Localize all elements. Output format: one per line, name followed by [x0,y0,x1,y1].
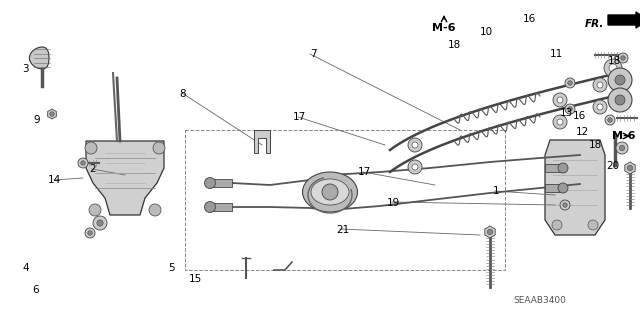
Circle shape [149,204,161,216]
Circle shape [88,231,92,235]
Bar [210,203,232,211]
Circle shape [608,68,632,92]
Polygon shape [254,130,270,153]
Circle shape [620,145,625,151]
Circle shape [553,93,567,107]
Circle shape [609,64,617,72]
Circle shape [89,204,101,216]
Text: 11: 11 [550,49,563,59]
Polygon shape [625,162,635,174]
Text: 9: 9 [33,115,40,125]
Circle shape [565,78,575,88]
Circle shape [605,115,615,125]
Text: 1: 1 [493,186,499,197]
Polygon shape [29,47,49,69]
Circle shape [205,202,216,212]
Text: 5: 5 [168,263,175,273]
Circle shape [153,142,165,154]
Circle shape [487,229,493,235]
Circle shape [552,220,562,230]
Circle shape [81,161,85,165]
Text: 4: 4 [22,263,29,273]
FancyArrow shape [608,12,640,28]
Circle shape [604,59,622,77]
Text: 17: 17 [293,112,306,122]
Circle shape [557,97,563,103]
Circle shape [618,53,628,63]
Polygon shape [545,140,605,235]
Circle shape [588,220,598,230]
Text: 14: 14 [48,175,61,185]
Text: 10: 10 [480,27,493,37]
Bar [185,130,505,270]
Text: 18: 18 [589,140,602,150]
Circle shape [615,75,625,85]
Circle shape [616,142,628,154]
Bar [545,184,563,192]
Text: FR.: FR. [584,19,604,29]
Polygon shape [47,109,56,119]
Circle shape [558,183,568,193]
Circle shape [621,56,625,60]
Bar [545,164,563,172]
Circle shape [408,160,422,174]
Text: 16: 16 [524,14,536,24]
Circle shape [597,104,603,110]
Text: M-6: M-6 [432,23,456,33]
Text: 19: 19 [387,197,400,208]
Text: 12: 12 [576,127,589,137]
Text: 6: 6 [32,285,38,295]
Circle shape [97,220,103,226]
Circle shape [568,81,572,85]
Circle shape [627,165,633,171]
Polygon shape [86,141,164,215]
Circle shape [565,104,575,114]
Polygon shape [485,226,495,238]
Circle shape [412,164,418,170]
Bar [210,179,232,187]
Circle shape [322,184,338,200]
Circle shape [593,78,607,92]
Circle shape [568,107,572,111]
Ellipse shape [311,179,349,205]
Text: 16: 16 [573,111,586,122]
Circle shape [593,100,607,114]
Text: 8: 8 [179,89,186,99]
Circle shape [85,228,95,238]
Text: 21: 21 [336,225,349,235]
Text: 2: 2 [90,164,96,174]
Circle shape [408,138,422,152]
Circle shape [560,200,570,210]
Circle shape [93,216,107,230]
Text: 3: 3 [22,63,29,74]
Circle shape [597,82,603,88]
Text: 15: 15 [189,274,202,284]
Circle shape [608,88,632,112]
Text: M-6: M-6 [612,131,636,141]
Circle shape [557,119,563,125]
Circle shape [78,158,88,168]
Circle shape [608,118,612,122]
Text: 7: 7 [310,49,317,59]
Text: 17: 17 [358,167,371,177]
Circle shape [85,142,97,154]
Circle shape [412,142,418,148]
Circle shape [563,203,567,207]
Circle shape [553,115,567,129]
Circle shape [558,163,568,173]
Text: 20: 20 [607,161,620,171]
Ellipse shape [303,172,358,212]
Circle shape [205,177,216,189]
Text: 18: 18 [448,40,461,50]
Text: 18: 18 [608,56,621,66]
Text: 13: 13 [560,108,573,118]
Circle shape [50,112,54,116]
Circle shape [615,95,625,105]
Text: SEAAB3400: SEAAB3400 [513,296,566,305]
